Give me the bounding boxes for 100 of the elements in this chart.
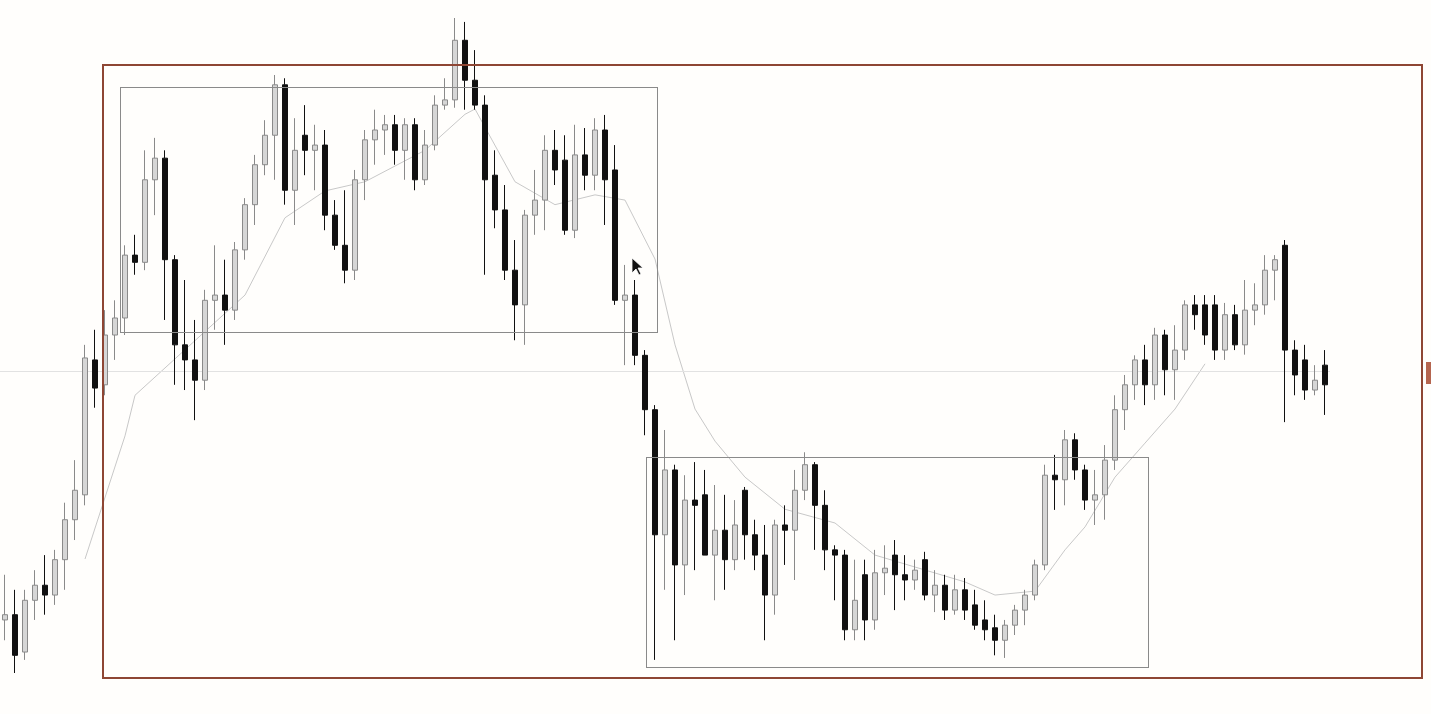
candlestick: [12, 589, 18, 674]
candlestick: [1142, 344, 1148, 406]
candlestick: [532, 169, 538, 236]
candlestick: [392, 114, 398, 166]
candlestick: [992, 614, 998, 656]
candlestick: [1182, 299, 1188, 361]
candlestick: [1012, 604, 1018, 636]
candlestick: [242, 197, 248, 261]
candlestick: [1072, 432, 1078, 481]
candlestick: [112, 299, 118, 361]
candlestick: [182, 279, 188, 391]
candlestick: [492, 149, 498, 229]
candlestick: [652, 404, 658, 661]
candlestick: [22, 589, 28, 661]
candlestick: [842, 549, 848, 641]
candlestick: [32, 569, 38, 621]
candlestick: [582, 127, 588, 191]
candlestick: [412, 117, 418, 191]
candlestick: [1032, 559, 1038, 601]
candlestick: [772, 519, 778, 616]
candlestick: [1252, 282, 1258, 326]
candlestick: [132, 234, 138, 276]
candlestick: [692, 461, 698, 571]
candlestick: [702, 469, 708, 556]
candlestick: [302, 104, 308, 176]
candlestick: [382, 114, 388, 156]
candlestick: [742, 486, 748, 561]
candlestick: [232, 241, 238, 321]
candlestick: [1262, 254, 1268, 316]
candlestick: [1002, 619, 1008, 659]
candlestick: [882, 544, 888, 596]
candlestick: [462, 21, 468, 111]
candlestick: [1042, 464, 1048, 571]
candlestick: [712, 484, 718, 601]
candlestick: [1062, 429, 1068, 506]
candlestick: [852, 559, 858, 641]
candlestick: [832, 544, 838, 601]
candlestick: [1082, 464, 1088, 511]
candlestick: [972, 589, 978, 631]
candlestick: [292, 117, 298, 226]
candlestick: [592, 117, 598, 191]
candlestick: [912, 559, 918, 591]
candlestick: [1322, 349, 1328, 416]
candlestick: [402, 117, 408, 181]
candlestick: [542, 134, 548, 231]
candlestick: [422, 129, 428, 186]
candlestick: [982, 599, 988, 641]
candlestick: [1102, 444, 1108, 521]
candlestick: [732, 499, 738, 571]
candlestick: [642, 349, 648, 436]
candlestick: [942, 574, 948, 621]
candlestick: [362, 129, 368, 201]
candlestick: [922, 551, 928, 601]
candlestick: [262, 119, 268, 176]
candlestick: [562, 134, 568, 236]
candlestick: [42, 554, 48, 616]
candlestick: [342, 189, 348, 284]
candlestick: [722, 494, 728, 591]
candlestick: [1022, 589, 1028, 626]
candlestick: [1092, 469, 1098, 526]
candlestick: [872, 549, 878, 631]
candlestick: [1292, 339, 1298, 396]
candlestick: [472, 49, 478, 111]
candlestick: [822, 489, 828, 571]
candlestick: [222, 259, 228, 346]
candlestick: [572, 124, 578, 239]
candlestick: [332, 199, 338, 251]
candlestick: [1052, 454, 1058, 511]
candlestick: [192, 319, 198, 421]
candlestick: [452, 17, 458, 109]
candlestick: [142, 149, 148, 271]
candlestick: [1202, 294, 1208, 346]
candlestick: [312, 124, 318, 191]
candlestick: [802, 451, 808, 501]
candlestick: [1192, 294, 1198, 331]
candlestick: [962, 577, 968, 621]
candlestick: [252, 154, 258, 226]
candlestick: [1272, 254, 1278, 301]
candlestick: [622, 264, 628, 366]
candlestick: [812, 461, 818, 551]
candlestick: [152, 137, 158, 216]
candlestick: [172, 254, 178, 386]
candlestick: [682, 474, 688, 596]
candlestick: [762, 524, 768, 641]
candlestick: [632, 279, 638, 366]
candlestick: [2, 574, 8, 641]
candlestick: [442, 77, 448, 111]
candlestick: [522, 209, 528, 346]
candlestick: [1122, 374, 1128, 431]
candlestick: [352, 169, 358, 281]
candlestick: [672, 464, 678, 641]
candlestick: [162, 149, 168, 321]
candlestick: [322, 129, 328, 231]
candlestick: [432, 94, 438, 151]
candlestick: [62, 502, 68, 591]
candlestick: [1232, 304, 1238, 351]
candlestick: [602, 114, 608, 226]
candlestick: [52, 549, 58, 606]
candlestick: [92, 329, 98, 409]
candlestick: [72, 459, 78, 541]
